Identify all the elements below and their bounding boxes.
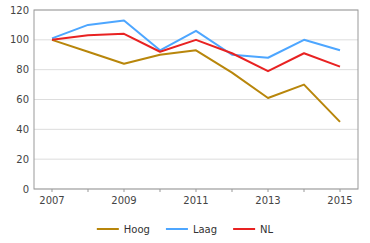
line-series <box>52 34 340 71</box>
x-tick <box>160 189 161 192</box>
x-tick <box>196 189 197 192</box>
x-tick-label: 2007 <box>39 195 64 206</box>
x-tick <box>88 189 89 192</box>
legend-label: Hoog <box>124 224 150 235</box>
y-tick-label: 0 <box>23 184 29 195</box>
axes: 0 20 40 60 80 100 120 2007 2009 2011 2013 2015 <box>10 5 358 207</box>
x-tick <box>268 189 269 192</box>
x-tick-label: 2009 <box>111 195 136 206</box>
y-tick-label: 120 <box>10 5 29 16</box>
legend-label: NL <box>260 224 273 235</box>
x-tick <box>304 189 305 192</box>
lines <box>52 20 340 121</box>
x-tick <box>52 189 53 192</box>
legend-swatch <box>233 228 255 230</box>
y-tick-label: 40 <box>16 124 29 135</box>
legend-item: Laag <box>166 224 217 235</box>
x-tick-label: 2013 <box>255 195 280 206</box>
legend-swatch <box>166 228 188 230</box>
y-tick-label: 80 <box>16 64 29 75</box>
x-tick <box>340 189 341 192</box>
chart: 0 20 40 60 80 100 120 2007 2009 2011 2013 2015 Hoog L… <box>0 0 370 243</box>
grid-line <box>34 99 358 100</box>
legend: Hoog Laag NL <box>97 224 274 235</box>
chart-container: 0 20 40 60 80 100 120 2007 2009 2011 2013 2015 Hoog L… <box>0 0 370 243</box>
grid-line <box>34 159 358 160</box>
x-tick <box>124 189 125 192</box>
x-tick <box>232 189 233 192</box>
legend-item: Hoog <box>97 224 150 235</box>
y-tick-label: 20 <box>16 154 29 165</box>
legend-label: Laag <box>193 224 217 235</box>
plot-frame <box>34 10 358 189</box>
legend-swatch <box>97 228 119 230</box>
grid-line <box>34 69 358 70</box>
grid-line <box>34 129 358 130</box>
y-tick-label: 60 <box>16 94 29 105</box>
y-tick-label: 100 <box>10 34 29 45</box>
line-series <box>52 40 340 122</box>
x-tick-label: 2011 <box>183 195 208 206</box>
legend-item: NL <box>233 224 273 235</box>
x-tick-label: 2015 <box>327 195 352 206</box>
